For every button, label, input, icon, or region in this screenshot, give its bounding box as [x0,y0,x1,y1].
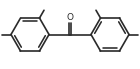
Text: O: O [66,13,74,22]
